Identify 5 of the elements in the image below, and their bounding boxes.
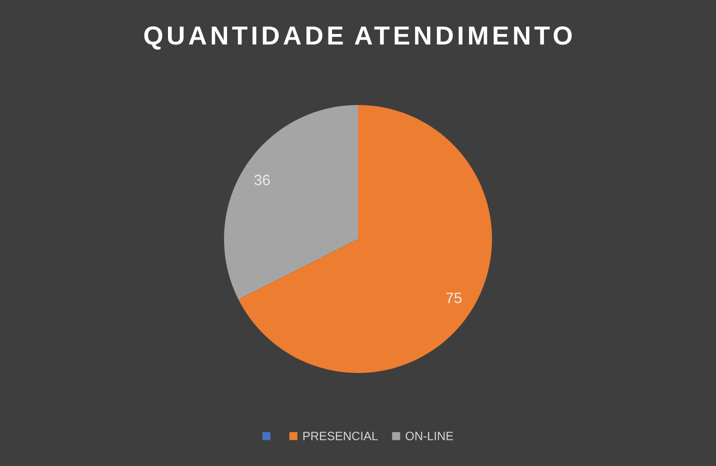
legend-label: ON-LINE xyxy=(406,432,454,440)
legend-label: PRESENCIAL xyxy=(303,432,378,440)
data-label: 36 xyxy=(254,174,270,186)
data-label: 75 xyxy=(446,292,462,304)
chart-title: QUANTIDADE ATENDIMENTO xyxy=(144,26,572,50)
